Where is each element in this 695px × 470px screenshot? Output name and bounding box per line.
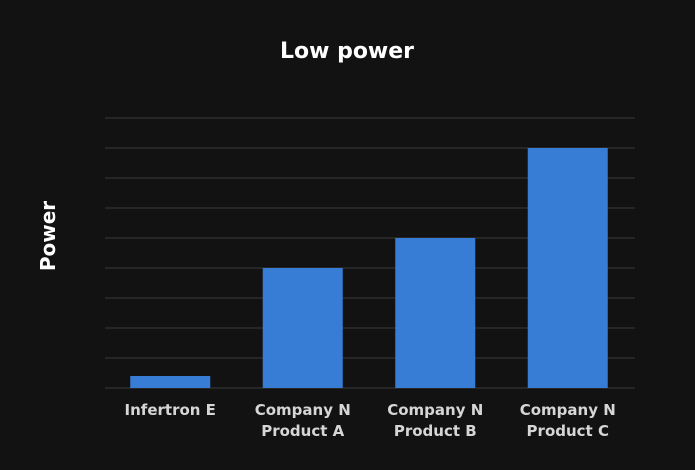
category-labels: Infertron E Company N Product A Company N Pr… xyxy=(125,401,616,440)
category-label-2: Company N Product A xyxy=(255,401,351,440)
bar-1 xyxy=(130,376,211,388)
category-label-3: Company N Product B xyxy=(387,401,483,440)
gridlines xyxy=(105,117,635,389)
chart-title: Low power xyxy=(280,39,414,64)
category-label-4: Company N Product C xyxy=(520,401,616,440)
bar-4 xyxy=(527,148,608,388)
category-label-1: Infertron E xyxy=(125,401,216,419)
bars xyxy=(130,148,608,388)
bar-2 xyxy=(262,268,343,388)
bar-3 xyxy=(395,238,476,388)
y-axis-label: Power xyxy=(36,201,60,271)
